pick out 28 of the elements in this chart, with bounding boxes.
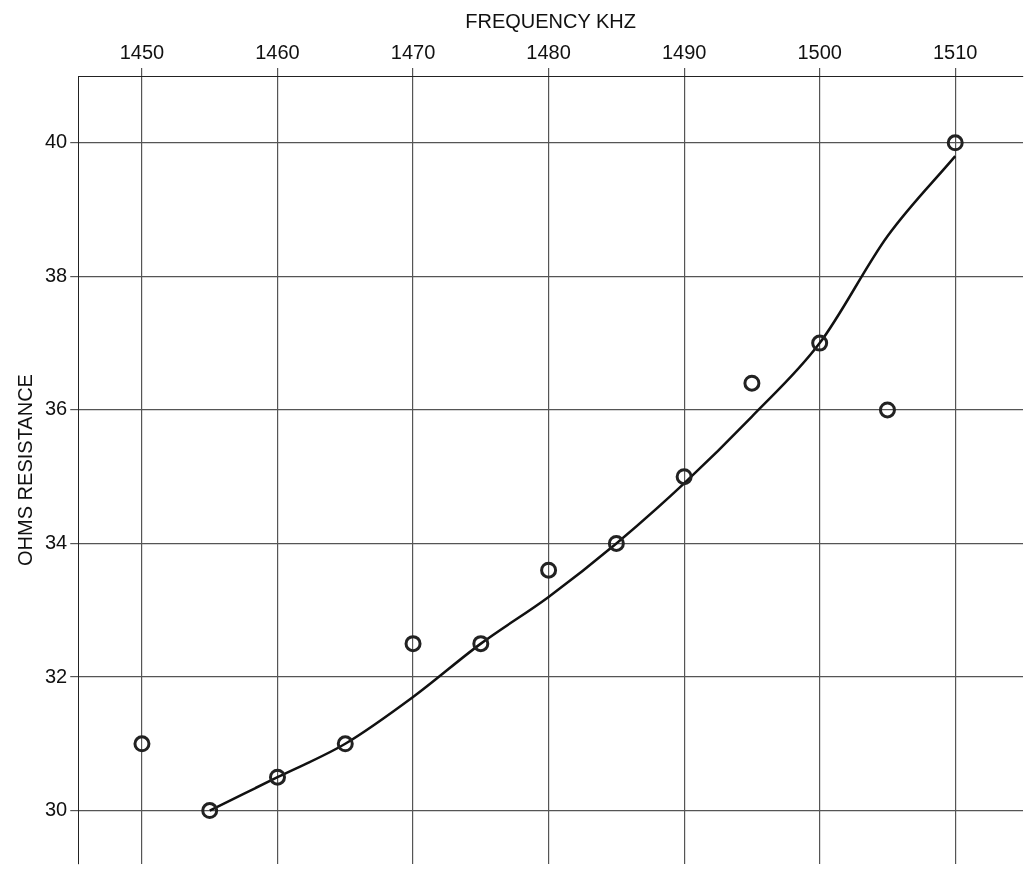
x-tick-label: 1510 [932,40,978,63]
point [201,802,219,820]
y-tick-label: 36 [45,397,68,420]
x-tick-label: 1470 [390,40,436,63]
point [675,468,693,486]
point [743,374,761,392]
point [472,635,490,653]
x-axis-title: FREQUENCY KHZ [465,9,637,32]
y-tick-label: 40 [45,130,68,153]
point [878,401,896,419]
y-tick-label: 34 [45,530,68,553]
y-tick-label: 38 [45,263,68,286]
point [811,334,829,352]
point [336,735,354,753]
x-tick-label: 1490 [661,40,707,63]
point [269,768,286,786]
x-tick-label: 1500 [797,40,842,63]
x-tick-label: 1460 [255,40,300,63]
y-axis-title: OHMS RESISTANCE [13,374,36,566]
x-tick-label: 1480 [526,40,571,63]
point [133,735,151,753]
point [607,534,625,552]
point [946,134,964,152]
y-tick-label: 30 [45,798,68,821]
point [404,635,422,653]
x-tick-label: 1450 [119,40,165,63]
y-tick-label: 32 [45,664,68,687]
point [540,561,558,579]
